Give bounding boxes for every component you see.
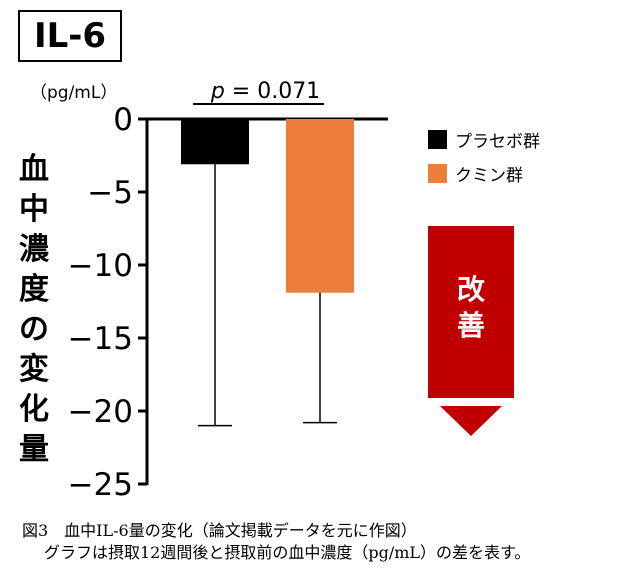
bar-cumin (286, 119, 354, 293)
y-axis-label-char: 度 (19, 272, 49, 307)
legend-swatch-cumin (428, 164, 447, 183)
y-tick-label: −5 (87, 175, 133, 211)
y-axis-label-char: の (19, 312, 49, 347)
y-axis-label-char: 血 (19, 152, 49, 187)
figure-caption: 図3 血中IL-6量の変化（論文掲載データを元に作図） グラフは摂取12週間後と摂… (22, 520, 530, 564)
caption-line-1: 図3 血中IL-6量の変化（論文掲載データを元に作図） (22, 521, 417, 540)
improvement-label-char: 改 (456, 273, 485, 306)
legend-label-placebo: プラセボ群 (455, 132, 540, 152)
legend-item-cumin: クミン群 (428, 161, 523, 186)
legend-label-cumin: クミン群 (455, 166, 523, 186)
y-tick-label: 0 (113, 102, 133, 138)
improvement-label: 改 善 (418, 272, 524, 344)
y-axis-label-char: 濃 (19, 232, 49, 267)
y-tick-label: −20 (68, 394, 133, 430)
improvement-label-char: 善 (456, 309, 485, 342)
y-axis-label: 血 中 濃 度 の 変 化 量 (14, 150, 54, 470)
caption-line-2: グラフは摂取12週間後と摂取前の血中濃度（pg/mL）の差を表す。 (44, 543, 531, 562)
y-tick-label: −25 (68, 467, 133, 503)
improvement-arrow (428, 226, 514, 436)
unit-label: （pg/mL） (30, 83, 118, 103)
y-axis-label-char: 化 (19, 392, 49, 427)
p-value-label: p = 0.071 (210, 79, 320, 104)
y-tick-label: −10 (68, 248, 133, 284)
y-axis-label-char: 変 (19, 352, 49, 387)
y-tick-label: −15 (68, 321, 133, 357)
legend-item-placebo: プラセボ群 (428, 127, 540, 152)
y-axis-label-char: 量 (19, 432, 49, 467)
legend-swatch-placebo (428, 130, 447, 149)
bar-placebo (181, 119, 249, 165)
y-axis-label-char: 中 (19, 192, 49, 227)
panel-title: IL-6 (18, 10, 122, 62)
